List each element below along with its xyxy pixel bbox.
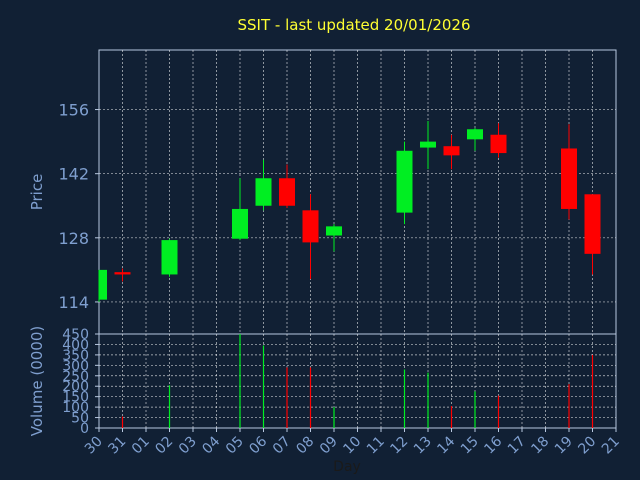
x-tick-label: 18 [528,434,552,458]
x-tick-label: 08 [293,434,317,458]
volume-tick-label: 400 [62,337,89,353]
volume-tick-label: 450 [62,327,89,343]
x-tick-label: 19 [552,434,576,458]
candle-body [114,272,131,275]
candle-body [232,208,248,239]
x-tick-label: 12 [387,434,411,458]
x-tick-label: 06 [246,433,270,457]
x-tick-label: 17 [505,434,529,458]
x-tick-label: 10 [340,434,364,458]
x-tick-label: 05 [223,434,247,458]
volume-axis-label: Volume (0000) [28,326,46,436]
x-tick-label: 01 [129,434,153,458]
candle-body [420,141,436,148]
volume-tick-label: 250 [62,369,89,385]
x-tick-label: 16 [481,433,505,457]
candle-body [443,146,460,156]
candle-body [584,194,601,254]
x-tick-label: 03 [176,434,200,458]
volume-tick-label: 0 [80,421,89,437]
plot-layer: 30 31 01 02 03 04 05 06 07 08 09 10 11 12 13 14 15 16 17 18… [58,49,623,458]
x-axis-label: Day [333,459,361,475]
x-tick-label: 15 [458,434,482,458]
x-tick-label: 11 [364,434,388,458]
x-tick-label: 07 [270,434,294,458]
price-tick-label: 156 [58,101,89,120]
chart-title: SSIT - last updated 20/01/2026 [238,16,471,34]
candle-body [255,178,272,206]
x-tick-label: 04 [199,433,223,457]
x-tick-label: 20 [575,434,599,458]
price-tick-label: 142 [58,165,89,184]
x-tick-label: 14 [434,433,458,457]
volume-tick-label: 50 [71,411,89,427]
candle-body [302,210,319,243]
volume-panel-frame [98,333,617,429]
candle-body [279,178,295,206]
candle-body [467,129,483,140]
x-tick-label: 13 [411,434,435,458]
x-tick-label: 31 [105,434,129,458]
candle-body [561,148,577,209]
candle-body [396,150,413,213]
x-tick-label: 02 [152,434,176,458]
x-tick-label: 09 [317,434,341,458]
volume-tick-label: 300 [62,358,89,374]
x-tick-label: 30 [82,434,106,458]
volume-tick-label: 200 [62,379,89,395]
price-axis-label: Price [28,174,46,211]
volume-tick-label: 150 [62,390,89,406]
candle-body [99,269,107,300]
price-tick-label: 114 [58,293,89,312]
volume-tick-label: 350 [62,348,89,364]
price-tick-label: 128 [58,229,89,248]
volume-tick-label: 100 [62,400,89,416]
x-tick-label: 21 [599,434,623,458]
candle-body [490,134,507,154]
candle-body [161,240,178,275]
candle-body [326,226,342,236]
